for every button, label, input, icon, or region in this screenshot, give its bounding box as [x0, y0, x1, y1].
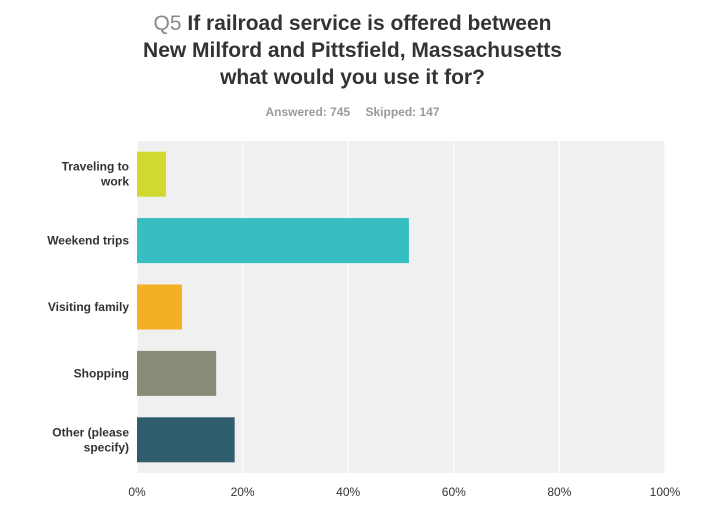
bar: [137, 284, 182, 330]
category-label: work: [100, 175, 129, 189]
title-line-3: what would you use it for?: [220, 66, 485, 89]
bar: [137, 417, 235, 463]
answered-count: Answered: 745: [265, 105, 351, 119]
x-tick-label: 0%: [128, 485, 146, 499]
x-tick-label: 20%: [231, 485, 255, 499]
x-tick-label: 60%: [442, 485, 466, 499]
x-tick-label: 80%: [547, 485, 571, 499]
bar: [137, 151, 167, 197]
category-label: Weekend trips: [47, 234, 129, 248]
category-label: specify): [84, 440, 129, 454]
bar: [137, 350, 217, 396]
category-label: Other (please: [52, 425, 129, 439]
category-label: Traveling to: [62, 160, 129, 174]
category-label: Shopping: [74, 366, 129, 380]
title-line-2: New Milford and Pittsfield, Massachusett…: [143, 39, 562, 62]
response-stats: Answered: 745 Skipped: 147: [0, 105, 705, 119]
skipped-count: Skipped: 147: [365, 105, 440, 119]
x-tick-label: 40%: [336, 485, 360, 499]
chart-title: Q5 If railroad service is offered betwee…: [0, 10, 705, 91]
question-number: Q5: [153, 12, 182, 35]
x-tick-label: 100%: [650, 485, 681, 499]
title-line-1: If railroad service is offered between: [187, 12, 552, 35]
bar: [137, 218, 409, 264]
category-label: Visiting family: [48, 300, 129, 314]
